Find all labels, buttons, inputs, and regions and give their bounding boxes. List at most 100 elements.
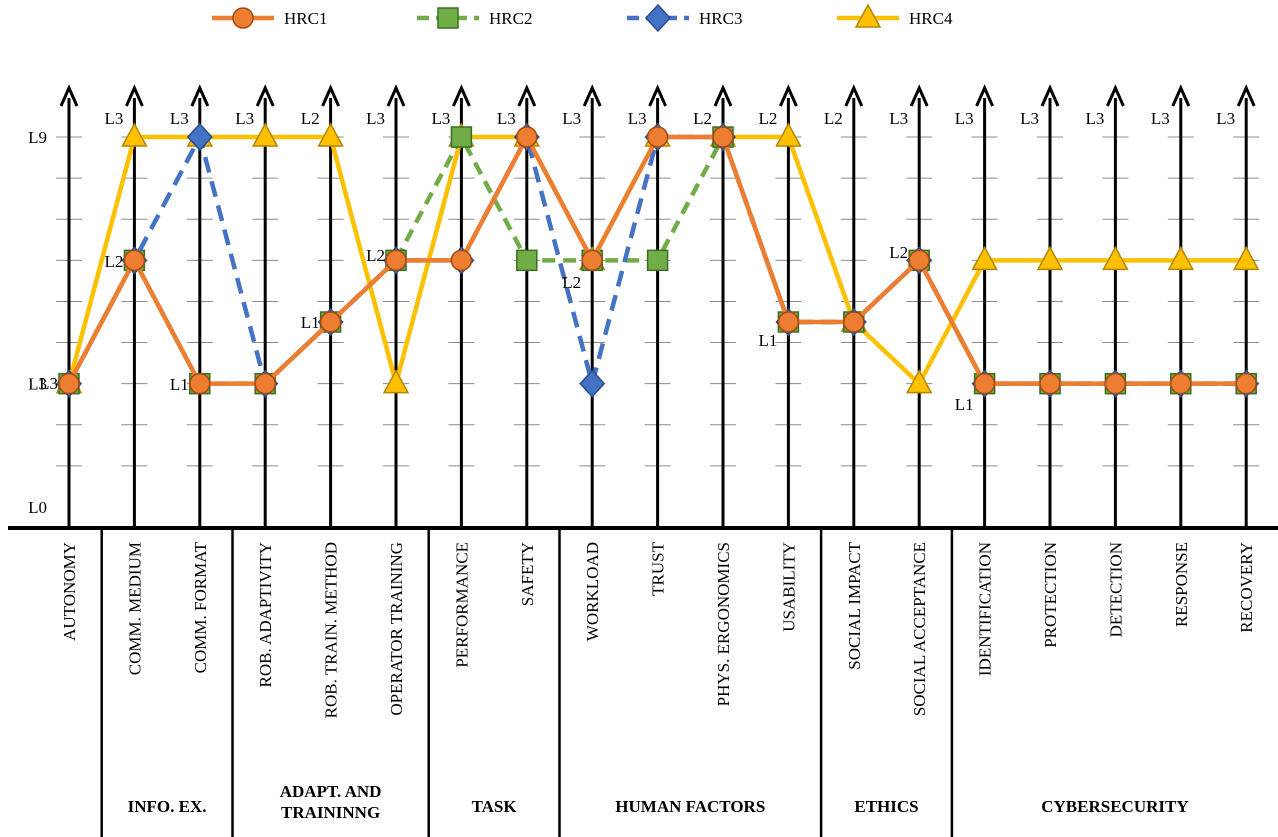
axis-top-label: L3 bbox=[889, 109, 908, 128]
axis-side-label: L1 bbox=[170, 375, 189, 394]
data-point-hrc1 bbox=[516, 126, 538, 148]
series-lines bbox=[55, 122, 1260, 398]
category-label-response: RESPONSE bbox=[1172, 542, 1191, 627]
category-label-safety: SAFETY bbox=[518, 542, 537, 606]
legend-marker-icon bbox=[232, 7, 254, 29]
data-point-hrc1 bbox=[712, 126, 734, 148]
category-label-identification: IDENTIFICATION bbox=[976, 542, 995, 676]
axis-top-label: L3 bbox=[366, 109, 385, 128]
axis-arrow-icon bbox=[190, 84, 210, 107]
category-label-comm-medium: COMM. MEDIUM bbox=[125, 542, 144, 675]
axis-arrow-icon bbox=[452, 84, 471, 107]
axis-arrow-icon bbox=[713, 84, 733, 107]
category-label-operator-training: OPERATOR TRAINING bbox=[387, 542, 406, 716]
data-point-hrc1 bbox=[123, 249, 146, 272]
category-label-trust: TRUST bbox=[649, 541, 668, 595]
legend-label: HRC1 bbox=[284, 9, 327, 28]
axis-top-label: L2 bbox=[301, 109, 320, 128]
axis-arrow-icon bbox=[255, 84, 275, 107]
data-point-hrc4 bbox=[382, 369, 410, 394]
category-label-workload: WORKLOAD bbox=[583, 542, 602, 641]
axis-arrow-icon bbox=[59, 84, 79, 107]
data-point-hrc4 bbox=[1167, 245, 1195, 271]
axis-top-label: L3 bbox=[562, 109, 581, 128]
legend-entry-hrc4: HRC4 bbox=[837, 3, 953, 28]
category-label-autonomy: AUTONOMY bbox=[60, 542, 79, 641]
data-point-hrc3 bbox=[579, 369, 606, 398]
group-label-human-factors: HUMAN FACTORS bbox=[615, 797, 765, 816]
data-point-hrc4 bbox=[775, 122, 802, 147]
legend-label: HRC4 bbox=[909, 9, 953, 28]
category-label-usability: USABILITY bbox=[779, 542, 798, 632]
y-tick-label: L9 bbox=[28, 128, 47, 147]
axis-arrow-icon bbox=[779, 84, 798, 107]
data-point-hrc1 bbox=[1235, 372, 1257, 395]
axis-side-label: L3 bbox=[39, 374, 58, 393]
axis-side-label: L2 bbox=[105, 252, 124, 271]
axis-arrow-icon bbox=[125, 84, 144, 107]
legend-label: HRC3 bbox=[699, 9, 742, 28]
axis-top-label: L3 bbox=[628, 109, 647, 128]
data-point-hrc2 bbox=[450, 126, 473, 148]
group-label-task: TASK bbox=[472, 797, 518, 816]
axis-arrow-icon bbox=[1236, 84, 1256, 107]
axis-top-label: L3 bbox=[955, 109, 974, 128]
category-label-protection: PROTECTION bbox=[1041, 542, 1060, 648]
legend-entry-hrc1: HRC1 bbox=[212, 7, 327, 29]
data-point-hrc1 bbox=[58, 372, 80, 395]
axis-top-label: L3 bbox=[235, 109, 254, 128]
data-point-hrc1 bbox=[973, 372, 996, 395]
axis-side-label: L1 bbox=[759, 331, 778, 350]
legend-marker-icon bbox=[644, 3, 672, 33]
axis-side-label: L2 bbox=[562, 273, 581, 292]
group-label-cybersecurity: CYBERSECURITY bbox=[1041, 797, 1188, 816]
category-label-recovery: RECOVERY bbox=[1237, 542, 1256, 633]
axis-top-label: L3 bbox=[1151, 109, 1170, 128]
series-hrc1 bbox=[58, 126, 1257, 395]
data-point-hrc1 bbox=[1039, 372, 1061, 395]
data-point-hrc1 bbox=[385, 249, 407, 272]
data-point-hrc1 bbox=[646, 126, 669, 148]
category-label-phys-ergonomics: PHYS. ERGONOMICS bbox=[714, 542, 733, 706]
category-label-comm-format: COMM. FORMAT bbox=[191, 541, 210, 673]
axis-level-labels: L3 L3 L3 L2 L3 L3 L3 L3 L3 L2 L2 L2 L3 L3 L3 L3 L3 L3 L3 L2… bbox=[39, 109, 1235, 414]
data-point-hrc1 bbox=[777, 311, 800, 333]
axis-side-label: L1 bbox=[301, 313, 320, 332]
category-label-rob-train-method: ROB. TRAIN. METHOD bbox=[322, 542, 341, 718]
category-label-rob-adaptivity: ROB. ADAPTIVITY bbox=[256, 542, 275, 687]
axis-arrow-icon bbox=[844, 84, 864, 107]
data-point-hrc4 bbox=[905, 369, 933, 394]
data-point-hrc1 bbox=[1170, 372, 1192, 395]
axis-arrow-icon bbox=[909, 84, 929, 107]
legend-entry-hrc2: HRC2 bbox=[417, 7, 532, 29]
data-point-hrc4 bbox=[1232, 245, 1260, 271]
data-point-hrc1 bbox=[189, 372, 211, 395]
data-point-hrc1 bbox=[450, 249, 473, 272]
data-point-hrc4 bbox=[971, 245, 998, 271]
axis-top-label: L3 bbox=[105, 109, 124, 128]
axis-top-label: L3 bbox=[1020, 109, 1039, 128]
axis-arrow-icon bbox=[321, 84, 340, 107]
legend: HRC1 HRC2 HRC3 HRC4 bbox=[212, 3, 953, 33]
data-point-hrc4 bbox=[1102, 245, 1129, 271]
axis-side-label: L2 bbox=[366, 246, 385, 265]
data-point-hrc1 bbox=[581, 249, 603, 272]
axis-top-label: L3 bbox=[432, 109, 451, 128]
data-point-hrc2 bbox=[646, 249, 669, 272]
legend-marker-icon bbox=[854, 3, 882, 28]
legend-entry-hrc3: HRC3 bbox=[627, 3, 742, 33]
data-point-hrc4 bbox=[1036, 245, 1064, 271]
category-label-performance: PERFORMANCE bbox=[452, 542, 471, 668]
y-tick-label: L0 bbox=[28, 498, 47, 517]
axis-arrow-icon bbox=[975, 84, 994, 107]
axis-top-label: L3 bbox=[170, 109, 189, 128]
group-label-ethics: ETHICS bbox=[854, 797, 918, 816]
data-point-hrc4 bbox=[121, 122, 148, 147]
axis-arrow-icon bbox=[517, 84, 537, 107]
legend-label: HRC2 bbox=[489, 9, 532, 28]
vertical-axes bbox=[8, 84, 1278, 530]
axis-arrow-icon bbox=[582, 84, 602, 107]
axis-arrow-icon bbox=[386, 84, 406, 107]
axis-top-label: L3 bbox=[1216, 109, 1235, 128]
